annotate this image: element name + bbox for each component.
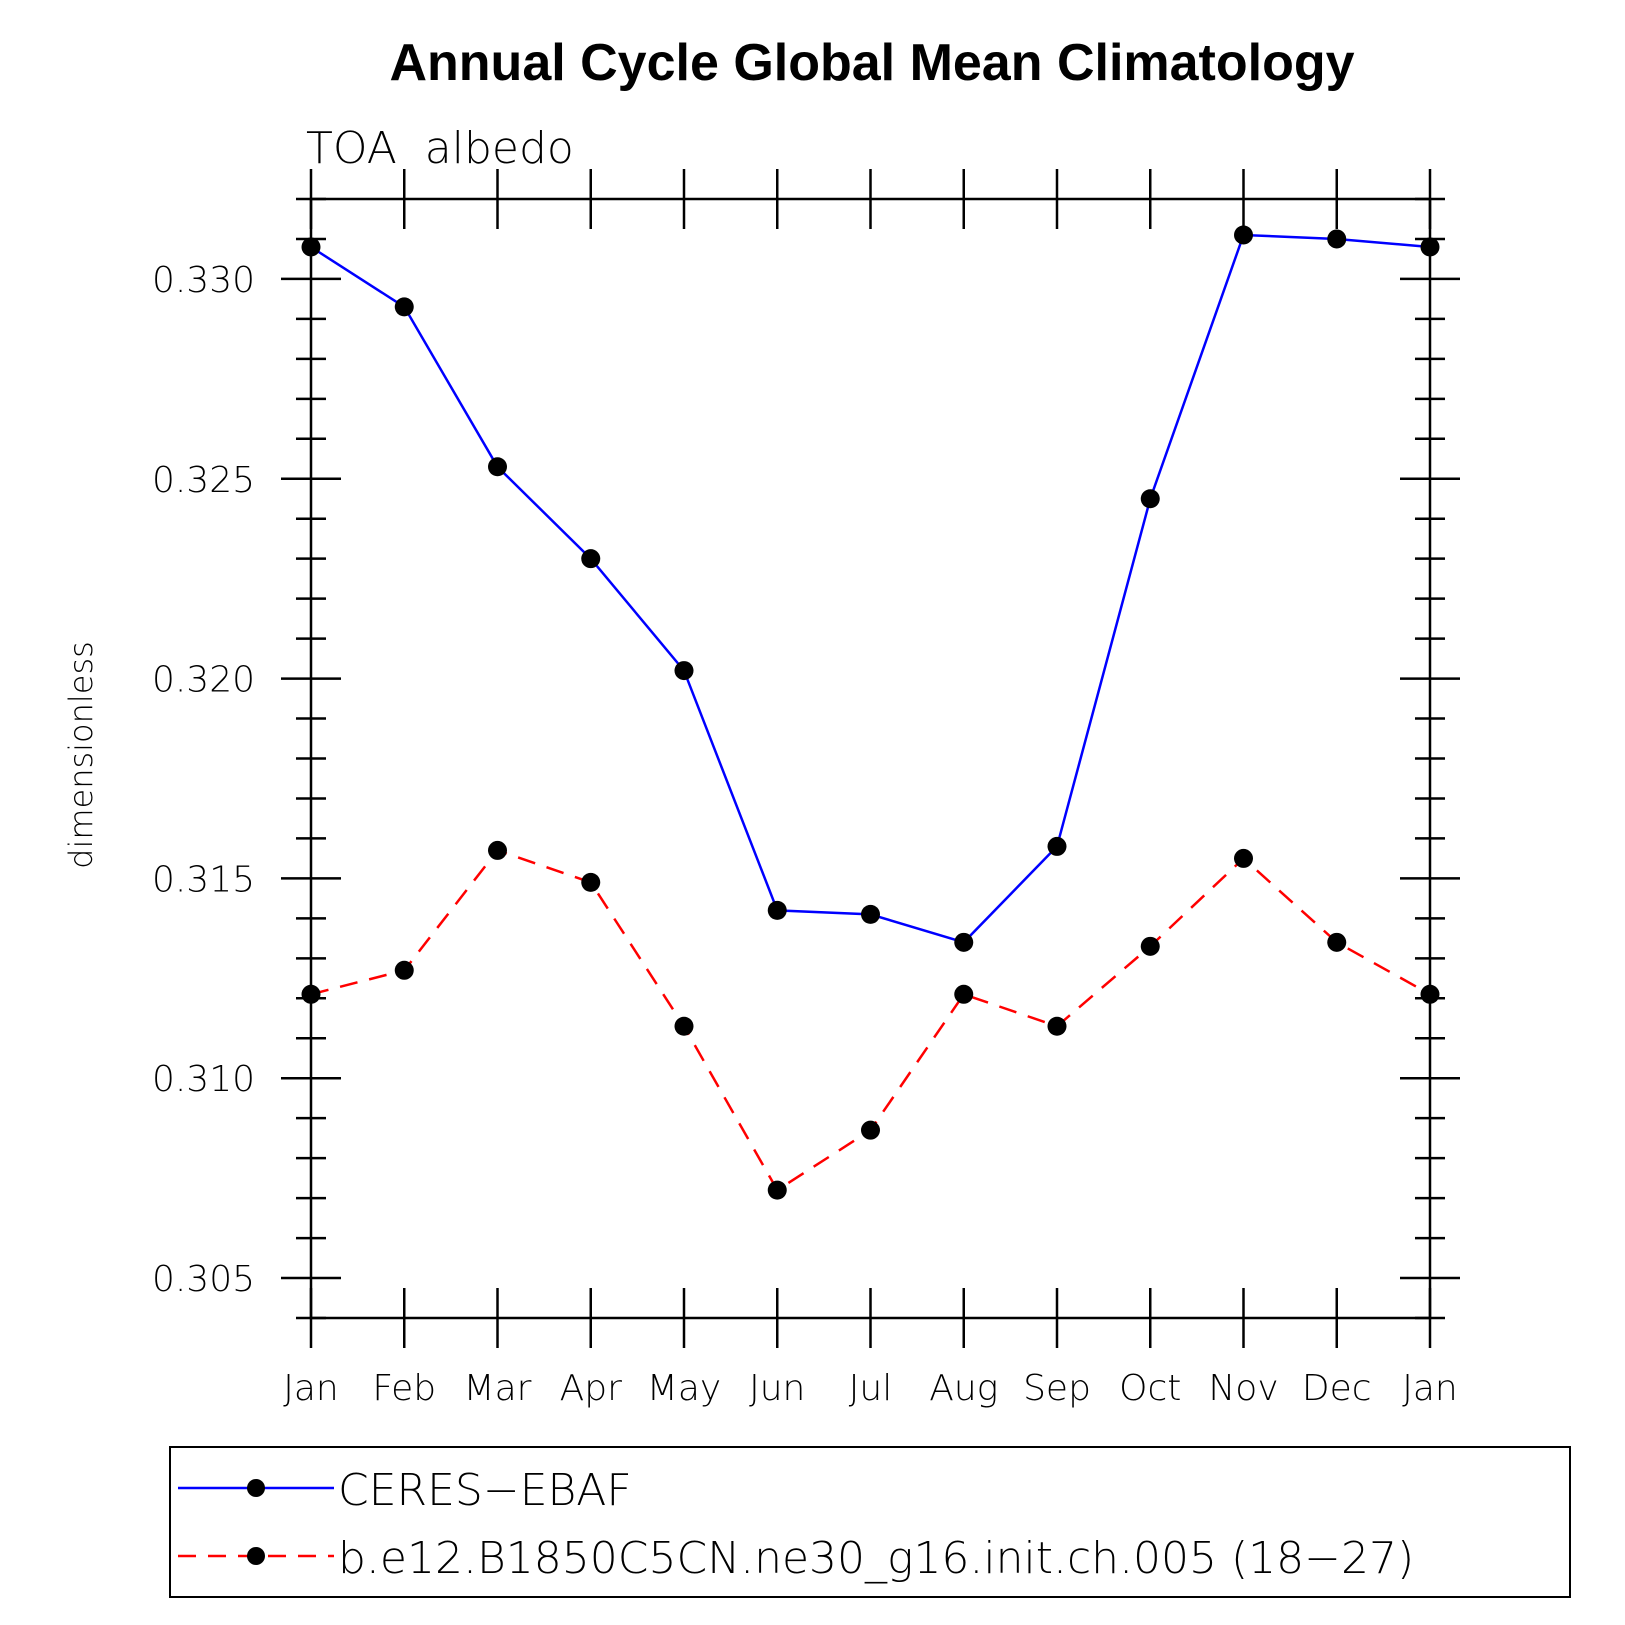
y-tick-label: 0.315 [152, 859, 255, 900]
data-point-series-1 [767, 1180, 787, 1200]
legend: CERES−EBAF b.e12.B1850C5CN.ne30_g16.init… [169, 1446, 1571, 1598]
data-point-series-1 [1140, 936, 1160, 956]
x-tick-label: Jan [283, 1368, 339, 1409]
axis-ticks [281, 169, 1460, 1348]
y-tick-label: 0.325 [152, 460, 255, 501]
x-tick-label: Jun [749, 1368, 805, 1409]
data-point-series-1 [1234, 848, 1253, 868]
chart-title: Annual Cycle Global Mean Climatology [389, 34, 1354, 92]
x-tick-label: Oct [1119, 1368, 1181, 1409]
y-axis-label: dimensionless [62, 641, 100, 869]
legend-marker-model [247, 1547, 265, 1565]
data-point-series-1 [488, 840, 507, 860]
data-point-series-0 [1047, 836, 1067, 856]
y-tick-label: 0.310 [152, 1059, 255, 1100]
legend-label-model: b.e12.B1850C5CN.ne30_g16.init.ch.005 (18… [338, 1533, 1414, 1584]
x-tick-label: Nov [1208, 1368, 1278, 1409]
x-tick-label: Sep [1023, 1368, 1091, 1409]
y-tick-labels: 0.305 0.310 0.315 0.320 0.325 0.330 [152, 260, 255, 1300]
data-point-series-0 [488, 457, 507, 477]
data-point-series-0 [1234, 225, 1253, 245]
x-tick-label: Aug [929, 1368, 998, 1409]
data-point-series-1 [1047, 1016, 1067, 1036]
data-point-series-0 [394, 297, 414, 317]
x-tick-label: Feb [372, 1368, 436, 1409]
data-point-series-1 [674, 1016, 694, 1036]
legend-label-ceres: CERES−EBAF [338, 1465, 632, 1516]
data-point-series-0 [954, 932, 974, 952]
x-tick-labels: Jan Feb Mar Apr May Jun Jul Aug Sep Oct Nov Dec Jan [283, 1368, 1458, 1409]
y-tick-label: 0.305 [152, 1259, 255, 1300]
x-tick-label: Mar [464, 1368, 532, 1409]
plot-frame [309, 197, 1432, 1320]
x-tick-label: May [647, 1368, 721, 1409]
chart-subtitle: TOA albedo [306, 123, 574, 174]
data-point-series-1 [1327, 932, 1347, 952]
x-tick-label: Jan [1402, 1368, 1458, 1409]
x-tick-label: Jul [849, 1368, 892, 1409]
y-tick-label: 0.330 [152, 260, 255, 301]
legend-marker-ceres [247, 1479, 265, 1497]
series-lines [310, 233, 1431, 1192]
data-point-series-0 [1140, 489, 1160, 509]
data-point-series-0 [1327, 229, 1347, 249]
data-point-series-0 [861, 904, 880, 924]
data-point-series-1 [581, 872, 601, 892]
series-points [301, 225, 1440, 1200]
legend-box [169, 1446, 1571, 1598]
data-point-series-0 [674, 661, 694, 681]
data-point-series-1 [394, 960, 414, 980]
x-tick-label: Apr [560, 1368, 622, 1409]
series-line-0 [310, 233, 1431, 944]
data-point-series-1 [861, 1120, 880, 1140]
data-point-series-0 [581, 549, 601, 569]
y-tick-label: 0.320 [152, 660, 255, 701]
data-point-series-1 [954, 984, 974, 1004]
data-point-series-0 [767, 900, 787, 920]
x-tick-label: Dec [1302, 1368, 1372, 1409]
